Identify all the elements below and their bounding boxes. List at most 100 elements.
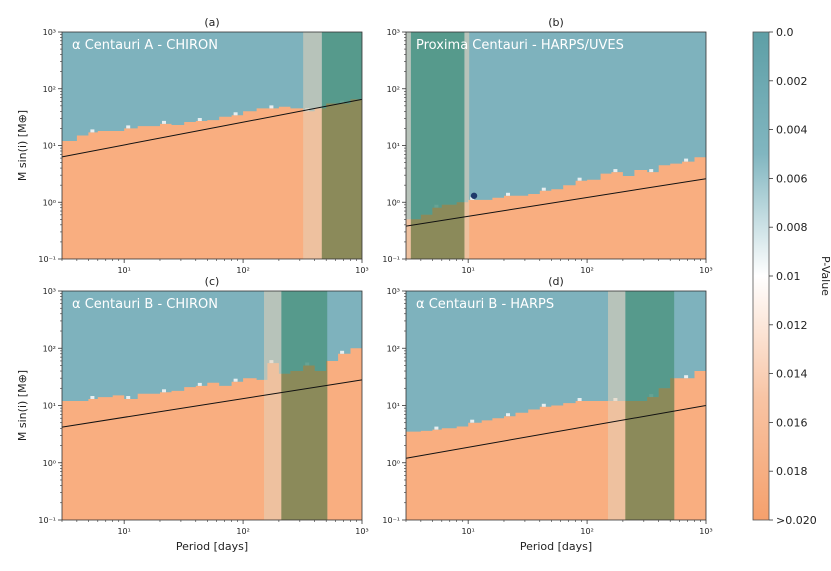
band-light-0 (406, 32, 411, 259)
panel-plot-area (62, 291, 362, 520)
band-light-0 (264, 291, 282, 520)
boundary-cell (684, 158, 689, 162)
panel-tag: (d) (548, 275, 564, 288)
band-upper (264, 291, 282, 520)
y-tick-label: 10⁰ (43, 459, 56, 468)
panel-tag: (c) (205, 275, 220, 288)
y-tick-label: 10³ (43, 287, 56, 296)
panel-plot-area (62, 32, 362, 259)
band-upper (608, 291, 626, 520)
x-tick-label: 10³ (355, 266, 368, 275)
colorbar-tick-label: >0.020 (776, 514, 817, 527)
colorbar-tick-label: 0.004 (776, 124, 808, 137)
boundary-cell (126, 396, 131, 399)
band-overlap (321, 99, 362, 259)
boundary-cell (506, 192, 510, 196)
boundary-cell (197, 118, 202, 121)
panel-c: 10⁻¹ 10⁰ 10¹ 10² 10³ 10¹ 10² 10³ (c) α Centauri B… (16, 275, 369, 553)
x-tick-label: 10³ (699, 266, 712, 275)
x-tick-label: 10² (236, 527, 249, 536)
boundary-cell (162, 120, 166, 124)
boundary-cell (340, 350, 345, 354)
sensitivity-line (406, 178, 706, 227)
y-tick-label: 10⁻¹ (38, 516, 56, 525)
panels: 10⁻¹ 10⁰ 10¹ 10² 10³ 10¹ 10² 10³ (a) α Centauri A… (16, 16, 713, 553)
band-dark-1 (625, 291, 675, 520)
x-tick-label: 10³ (355, 527, 368, 536)
band-dark-1 (410, 32, 465, 259)
y-tick-label: 10³ (387, 28, 400, 37)
panel-title: α Centauri B - HARPS (416, 297, 554, 312)
boundary-cell (269, 105, 274, 109)
y-tick-label: 10⁰ (387, 198, 400, 207)
sensitivity-line (62, 98, 362, 158)
panel-plot-area (406, 291, 706, 520)
y-tick-label: 10¹ (43, 402, 56, 411)
x-axis-label: Period [days] (520, 540, 592, 553)
boundary-cell (577, 177, 582, 181)
colorbar-tick-label: 0.01 (776, 270, 801, 283)
x-tick-label: 10² (580, 527, 593, 536)
boundary-cell (684, 375, 689, 379)
sensitivity-line (406, 405, 706, 459)
colorbar-tick-label: 0.018 (776, 465, 808, 478)
boundary-cell (90, 396, 95, 399)
colorbar-label: P-Value (819, 256, 831, 296)
panel-tag: (b) (548, 16, 564, 29)
y-tick-label: 10² (387, 85, 400, 94)
panel-a: 10⁻¹ 10⁰ 10¹ 10² 10³ 10¹ 10² 10³ (a) α Centauri A… (16, 16, 369, 275)
boundary-cell (233, 378, 238, 382)
colorbar-tick-label: 0.006 (776, 172, 808, 185)
y-tick-label: 10⁻¹ (382, 255, 400, 264)
y-tick-label: 10⁻¹ (38, 255, 56, 264)
x-tick-label: 10¹ (461, 266, 474, 275)
panel-title: Proxima Centauri - HARPS/UVES (416, 38, 624, 53)
x-tick-label: 10¹ (117, 527, 130, 536)
band-light-2 (464, 32, 470, 259)
band-overlap (281, 348, 328, 520)
boundary-cell (90, 129, 95, 133)
panel-title: α Centauri B - CHIRON (72, 297, 218, 312)
colorbar-ticks: 0.0 0.002 0.004 0.006 0.008 0.01 0.012 0.014 0.0… (769, 26, 817, 527)
boundary-cell (126, 125, 131, 129)
band-dark-1 (281, 291, 328, 520)
boundary-cell (506, 413, 510, 417)
y-tick-label: 10³ (387, 287, 400, 296)
band-upper (406, 32, 411, 259)
panel-d: 10⁻¹ 10⁰ 10¹ 10² 10³ 10¹ 10² 10³ (d) α Centauri B… (382, 275, 712, 553)
panel-title: α Centauri A - CHIRON (72, 38, 218, 53)
y-tick-label: 10⁰ (43, 198, 56, 207)
y-tick-label: 10² (387, 344, 400, 353)
colorbar: 0.0 0.002 0.004 0.006 0.008 0.01 0.012 0.014 0.0… (752, 26, 831, 527)
band-light-0 (608, 291, 626, 520)
panel-plot-area (406, 32, 706, 259)
y-tick-label: 10⁻¹ (382, 516, 400, 525)
panel-tag: (a) (204, 16, 219, 29)
boundary-cell (649, 169, 654, 173)
boundary-cell (162, 389, 166, 393)
colorbar-tick-label: 0.016 (776, 416, 808, 429)
allowed-region (62, 99, 362, 259)
y-tick-label: 10² (43, 344, 56, 353)
colorbar-tick-label: 0.014 (776, 368, 808, 381)
allowed-region (406, 152, 706, 259)
colorbar-tick-label: 0.002 (776, 75, 808, 88)
boundary-cell (233, 112, 238, 116)
y-tick-label: 10² (43, 85, 56, 94)
boundary-cell (577, 398, 582, 401)
x-tick-label: 10¹ (117, 266, 130, 275)
colorbar-gradient (752, 31, 770, 521)
y-tick-label: 10¹ (387, 402, 400, 411)
x-tick-label: 10² (580, 266, 593, 275)
x-tick-label: 10¹ (461, 527, 474, 536)
y-tick-label: 10¹ (387, 142, 400, 151)
band-upper (464, 32, 470, 259)
boundary-cell (541, 403, 546, 407)
sensitivity-line (62, 379, 362, 428)
boundary-cell (541, 187, 546, 191)
y-axis-label: M sin(i) [M⊕] (16, 110, 29, 181)
band-upper (303, 32, 322, 259)
boundary-cell (470, 419, 475, 423)
colorbar-tick-label: 0.0 (776, 26, 794, 39)
